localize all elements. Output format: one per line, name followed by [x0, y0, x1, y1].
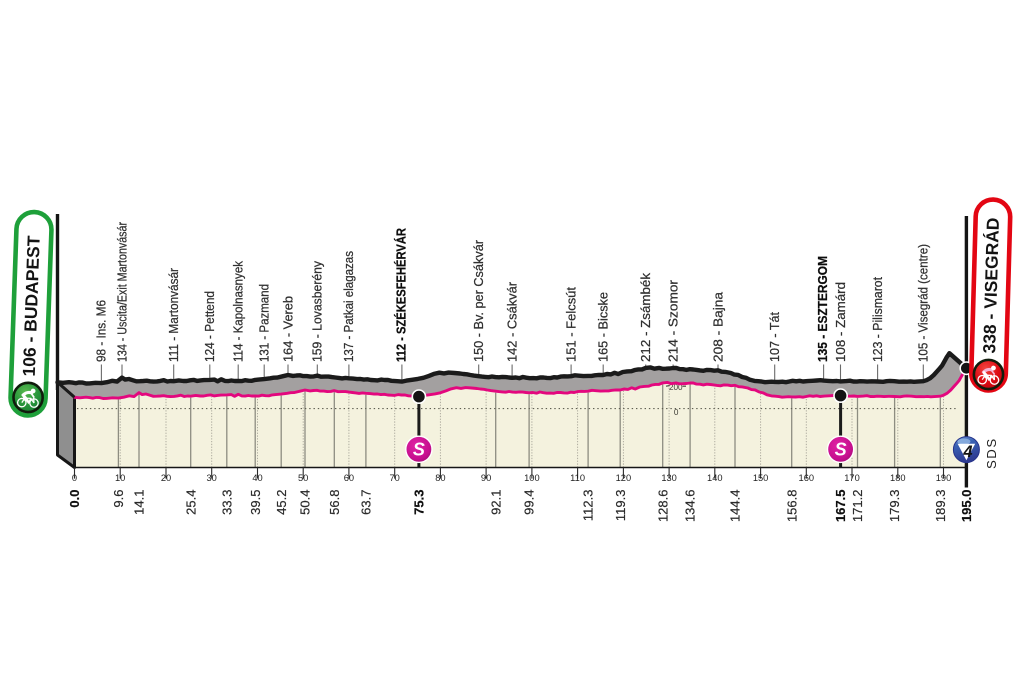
svg-text:151 - Felcsút: 151 - Felcsút	[563, 287, 578, 362]
svg-text:80: 80	[435, 473, 445, 483]
svg-text:100: 100	[524, 473, 540, 483]
svg-text:75.3: 75.3	[412, 490, 427, 515]
svg-text:63.7: 63.7	[359, 490, 374, 515]
svg-text:50: 50	[298, 473, 308, 483]
svg-text:106 - BUDAPEST: 106 - BUDAPEST	[19, 235, 44, 377]
svg-text:212 - Zsámbék: 212 - Zsámbék	[638, 272, 653, 362]
svg-text:120: 120	[616, 473, 632, 483]
svg-text:50.4: 50.4	[298, 490, 313, 515]
svg-text:108 - Zamárd: 108 - Zamárd	[833, 282, 848, 362]
svg-text:10: 10	[115, 473, 125, 483]
svg-text:124 - Pettend: 124 - Pettend	[202, 291, 217, 362]
svg-text:25.4: 25.4	[183, 490, 198, 515]
svg-text:170: 170	[844, 473, 860, 483]
svg-text:90: 90	[481, 473, 491, 483]
svg-text:40: 40	[252, 473, 262, 483]
svg-text:144.4: 144.4	[728, 490, 743, 523]
svg-text:165 - Bicske: 165 - Bicske	[596, 292, 611, 362]
svg-text:4: 4	[962, 443, 972, 461]
svg-text:110: 110	[570, 473, 585, 483]
svg-text:159 - Lovasberény: 159 - Lovasberény	[310, 260, 325, 362]
svg-text:142 - Csákvár: 142 - Csákvár	[504, 281, 519, 362]
svg-text:140: 140	[707, 473, 723, 483]
svg-text:98 - Ins. M6: 98 - Ins. M6	[94, 300, 109, 362]
svg-text:107 - Tát: 107 - Tát	[767, 312, 782, 362]
svg-text:105 - Visegrád (centre): 105 - Visegrád (centre)	[916, 244, 931, 362]
svg-text:123 - Pilismarot: 123 - Pilismarot	[870, 277, 885, 362]
svg-text:92.1: 92.1	[488, 490, 503, 515]
svg-text:33.3: 33.3	[219, 490, 234, 515]
svg-text:112.3: 112.3	[581, 490, 596, 522]
svg-text:S: S	[835, 440, 847, 460]
svg-text:0: 0	[72, 473, 77, 483]
svg-text:208 - Bajna: 208 - Bajna	[710, 291, 725, 362]
svg-text:99.4: 99.4	[522, 490, 537, 515]
svg-text:131 - Pazmand: 131 - Pazmand	[257, 284, 272, 362]
svg-text:189.3: 189.3	[933, 490, 948, 523]
svg-text:167.5: 167.5	[833, 490, 848, 523]
svg-text:179.3: 179.3	[887, 490, 902, 523]
svg-text:338 - VISEGRÁD: 338 - VISEGRÁD	[978, 217, 1003, 354]
svg-text:200: 200	[669, 383, 683, 392]
svg-text:20: 20	[161, 473, 171, 483]
svg-text:150 - Bv. per Csákvár: 150 - Bv. per Csákvár	[471, 239, 486, 362]
svg-text:14.1: 14.1	[132, 490, 147, 515]
svg-text:0: 0	[674, 408, 679, 417]
svg-text:195.0: 195.0	[959, 490, 974, 523]
svg-text:9.6: 9.6	[111, 490, 126, 508]
svg-text:111 - Martonvásár: 111 - Martonvásár	[166, 267, 181, 362]
svg-text:S: S	[413, 440, 425, 460]
svg-text:134 - Uscita/Exit Martonvásár: 134 - Uscita/Exit Martonvásár	[114, 221, 129, 362]
svg-text:30: 30	[207, 473, 217, 483]
svg-text:171.2: 171.2	[850, 490, 865, 523]
svg-text:39.5: 39.5	[248, 490, 263, 515]
svg-text:137 - Patkai elagazas: 137 - Patkai elagazas	[341, 251, 356, 362]
svg-text:134.6: 134.6	[683, 490, 698, 523]
svg-text:70: 70	[390, 473, 400, 483]
svg-text:130: 130	[661, 473, 677, 483]
svg-text:128.6: 128.6	[655, 490, 670, 523]
svg-text:SDS: SDS	[984, 437, 999, 469]
svg-text:56.8: 56.8	[327, 490, 342, 515]
svg-text:45.2: 45.2	[274, 490, 289, 515]
svg-text:60: 60	[344, 473, 354, 483]
svg-text:156.8: 156.8	[784, 490, 799, 523]
svg-text:160: 160	[799, 473, 815, 483]
svg-text:214 - Szomor: 214 - Szomor	[665, 279, 680, 362]
svg-text:119.3: 119.3	[613, 490, 628, 522]
svg-text:180: 180	[890, 473, 906, 483]
svg-text:150: 150	[753, 473, 769, 483]
svg-text:114 - Kapolnasnyek: 114 - Kapolnasnyek	[231, 261, 246, 362]
svg-text:164 - Vereb: 164 - Vereb	[280, 296, 295, 362]
svg-text:112 - SZÉKESFEHÉRVÁR: 112 - SZÉKESFEHÉRVÁR	[393, 228, 408, 362]
svg-text:135 - ESZTERGOM: 135 - ESZTERGOM	[815, 256, 830, 362]
svg-text:0.0: 0.0	[67, 490, 82, 508]
svg-text:190: 190	[936, 473, 952, 483]
